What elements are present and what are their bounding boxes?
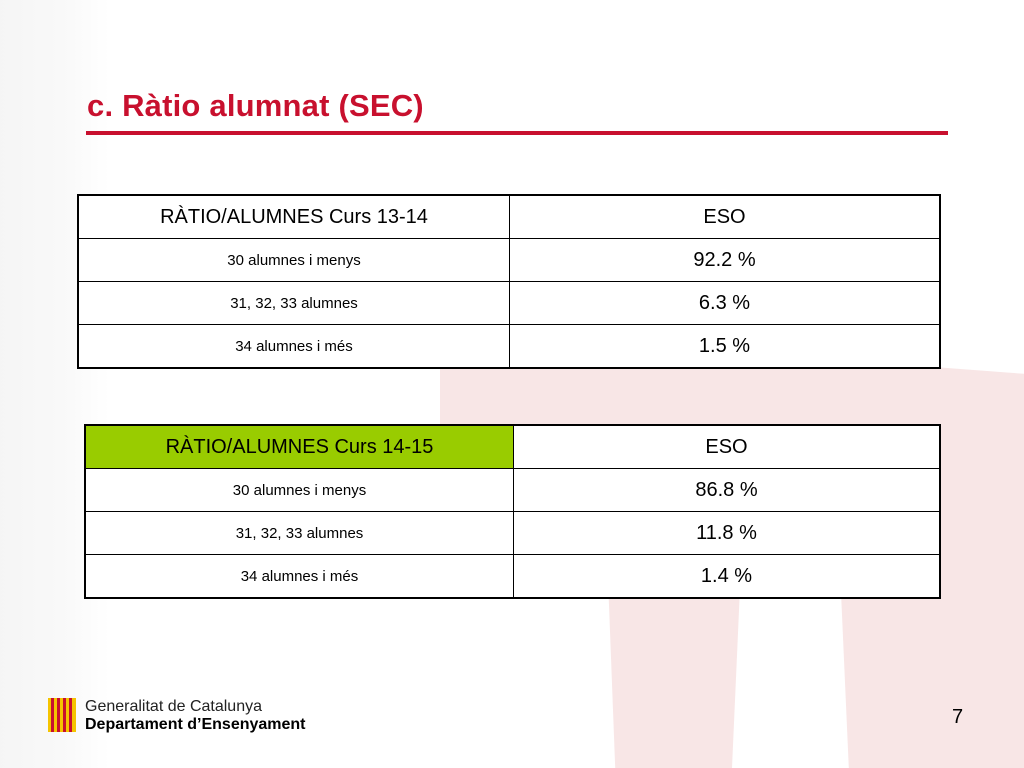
table-row: 34 alumnes i més 1.5 %	[77, 324, 941, 369]
row-value-cell: 1.4 %	[513, 554, 941, 599]
header-value-cell: ESO	[509, 194, 941, 239]
row-label-cell: 34 alumnes i més	[77, 324, 510, 369]
table-row: 31, 32, 33 alumnes 11.8 %	[84, 511, 941, 555]
footer-institution: Generalitat de Catalunya Departament d’E…	[85, 698, 306, 734]
page-number: 7	[952, 706, 964, 728]
table-header-row: RÀTIO/ALUMNES Curs 13-14 ESO	[77, 194, 941, 239]
row-label-cell: 31, 32, 33 alumnes	[84, 511, 514, 555]
senyera-flag-icon	[48, 698, 76, 732]
table-row: 31, 32, 33 alumnes 6.3 %	[77, 281, 941, 325]
ratio-table-13-14: RÀTIO/ALUMNES Curs 13-14 ESO 30 alumnes …	[77, 194, 941, 369]
slide-title: c. Ràtio alumnat (SEC)	[87, 88, 424, 123]
footer-line-generalitat: Generalitat de Catalunya	[85, 698, 262, 715]
header-label-cell: RÀTIO/ALUMNES Curs 14-15	[84, 424, 514, 469]
row-value-cell: 11.8 %	[513, 511, 941, 555]
table-row: 30 alumnes i menys 86.8 %	[84, 468, 941, 512]
row-value-cell: 6.3 %	[509, 281, 941, 325]
row-value-cell: 92.2 %	[509, 238, 941, 282]
row-value-cell: 1.5 %	[509, 324, 941, 369]
row-label-cell: 34 alumnes i més	[84, 554, 514, 599]
table-row: 30 alumnes i menys 92.2 %	[77, 238, 941, 282]
footer-line-department: Departament d’Ensenyament	[85, 716, 306, 733]
row-label-cell: 30 alumnes i menys	[77, 238, 510, 282]
header-label-cell: RÀTIO/ALUMNES Curs 13-14	[77, 194, 510, 239]
table-row: 34 alumnes i més 1.4 %	[84, 554, 941, 599]
table-header-row: RÀTIO/ALUMNES Curs 14-15 ESO	[84, 424, 941, 469]
header-value-cell: ESO	[513, 424, 941, 469]
row-label-cell: 31, 32, 33 alumnes	[77, 281, 510, 325]
row-value-cell: 86.8 %	[513, 468, 941, 512]
ratio-table-14-15: RÀTIO/ALUMNES Curs 14-15 ESO 30 alumnes …	[84, 424, 941, 599]
row-label-cell: 30 alumnes i menys	[84, 468, 514, 512]
title-underline	[86, 131, 948, 135]
